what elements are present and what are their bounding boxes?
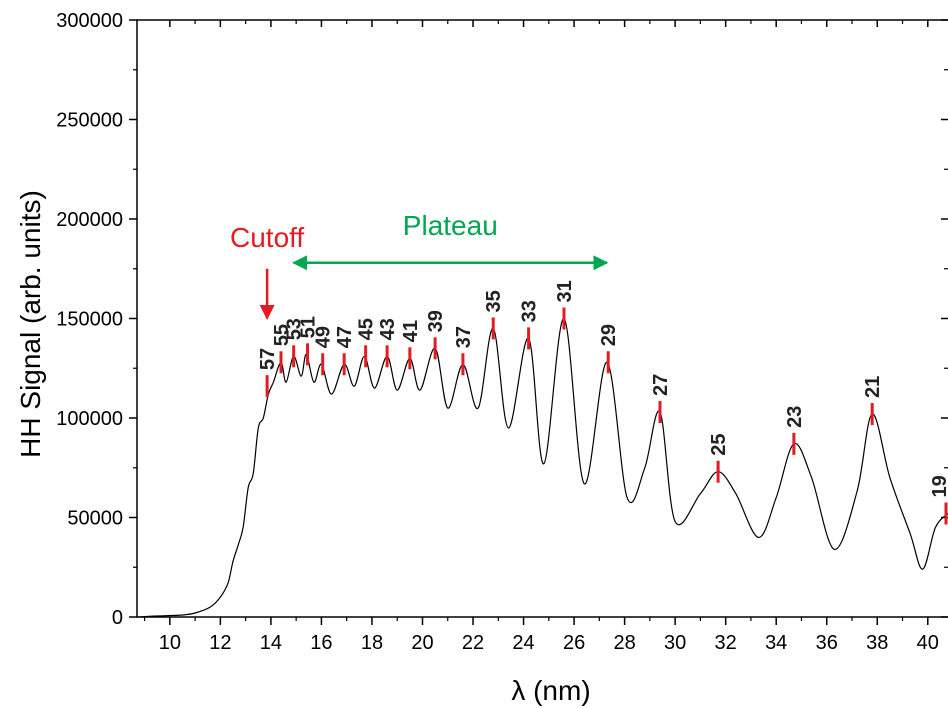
x-tick-label: 22 [462, 632, 484, 654]
x-tick-label: 20 [411, 632, 433, 654]
x-tick-label: 40 [917, 632, 939, 654]
x-tick-label: 36 [816, 632, 838, 654]
x-tick-label: 10 [159, 632, 181, 654]
harmonic-order-label: 43 [377, 318, 399, 340]
harmonic-order-label: 47 [334, 326, 356, 348]
x-tick-label: 14 [260, 632, 282, 654]
harmonic-order-label: 45 [356, 318, 378, 340]
harmonic-order-label: 29 [598, 324, 620, 346]
x-tick-label: 18 [361, 632, 383, 654]
y-tick-label: 100000 [56, 408, 123, 430]
harmonic-order-label: 35 [483, 290, 505, 312]
x-tick-label: 26 [563, 632, 585, 654]
harmonic-order-label: 39 [425, 310, 447, 332]
x-tick-label: 24 [512, 632, 534, 654]
harmonic-order-label: 19 [929, 475, 948, 497]
harmonic-order-label: 25 [708, 433, 730, 455]
x-tick-label: 30 [664, 632, 686, 654]
annotations: Cutoff Plateau [230, 210, 609, 320]
plot-frame-border [136, 19, 948, 618]
harmonic-order-label: 21 [862, 376, 884, 398]
harmonic-order-label: 23 [784, 406, 806, 428]
x-tick-label: 32 [715, 632, 737, 654]
y-tick-label: 300000 [56, 10, 123, 32]
y-tick-label: 50000 [67, 508, 123, 530]
y-tick-label: 0 [112, 607, 123, 629]
harmonic-order-label: 33 [519, 300, 541, 322]
y-axis-title: HH Signal (arb. units) [15, 190, 46, 458]
harmonic-order-label: 41 [400, 320, 422, 342]
cutoff-label: Cutoff [230, 222, 304, 253]
plot-frame [136, 19, 948, 618]
harmonic-order-label: 27 [650, 374, 672, 396]
x-axis-title: λ (nm) [511, 675, 590, 706]
harmonic-order-label: 49 [313, 326, 335, 348]
x-tick-label: 38 [866, 632, 888, 654]
x-tick-label: 16 [310, 632, 332, 654]
harmonic-order-label: 37 [453, 326, 475, 348]
harmonic-order-label: 51 [298, 316, 320, 338]
harmonic-order-label: 55 [271, 324, 293, 346]
x-axis: 10 12 14 16 18 20 22 24 26 28 30 32 34 36 38 40 [143, 20, 939, 654]
x-tick-label: 28 [613, 632, 635, 654]
harmonic-order-label: 53 [284, 318, 306, 340]
x-tick-label: 34 [765, 632, 787, 654]
y-tick-label: 250000 [56, 110, 123, 132]
y-tick-label: 200000 [56, 209, 123, 231]
harmonic-order-label: 57 [257, 348, 279, 370]
harmonic-order-label: 31 [554, 280, 576, 302]
series-line [139, 317, 948, 618]
plateau-label: Plateau [403, 210, 498, 241]
y-tick-label: 150000 [56, 309, 123, 331]
y-axis: 0 50000 100000 150000 200000 250000 300000 [56, 10, 948, 629]
x-tick-label: 12 [209, 632, 231, 654]
